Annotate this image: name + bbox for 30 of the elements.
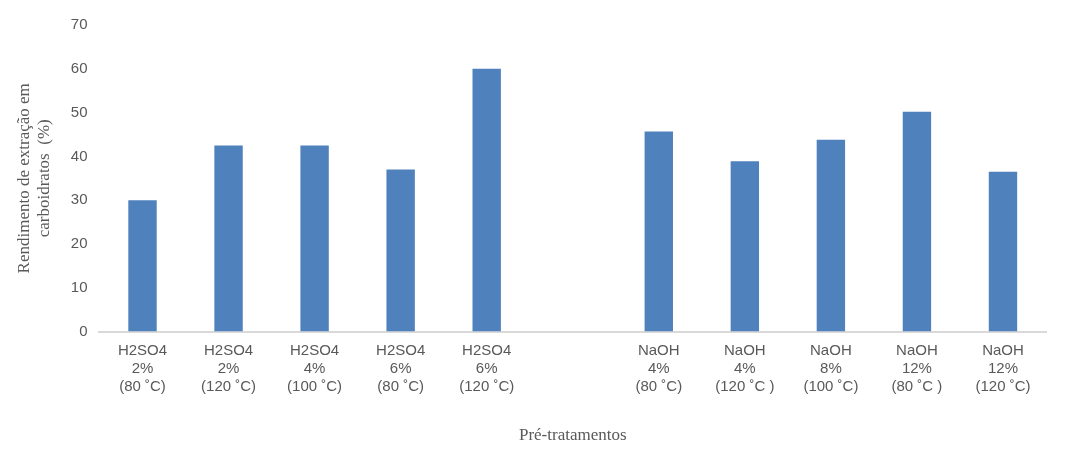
- x-tick-label: NaOH 4% (120 ˚C ): [715, 340, 775, 394]
- y-tick-label: 60: [70, 58, 88, 76]
- bar: [300, 145, 329, 332]
- bar: [988, 171, 1018, 332]
- x-tick-label: NaOH 12% (80 ˚C ): [891, 340, 943, 394]
- bar: [816, 139, 846, 332]
- x-tick-label: H2SO4 4% (100 ˚C): [287, 340, 343, 394]
- y-tick-label: 50: [70, 102, 88, 120]
- x-tick-label: NaOH 12% (120 ˚C): [975, 340, 1031, 394]
- y-tick-label: 20: [70, 234, 88, 252]
- bar: [128, 200, 157, 332]
- y-tick-label: 30: [70, 190, 88, 208]
- bar: [902, 111, 932, 332]
- y-tick-label: 0: [79, 321, 88, 339]
- bar: [472, 68, 501, 332]
- x-tick-label: H2SO4 6% (80 ˚C): [376, 340, 426, 394]
- bar: [386, 169, 415, 332]
- bar: [730, 161, 760, 332]
- y-tick-label: 70: [70, 15, 88, 33]
- x-tick-label: H2SO4 6% (120 ˚C): [459, 340, 515, 394]
- x-tick-label: H2SO4 2% (80 ˚C): [117, 340, 168, 394]
- x-tick-label: NaOH 8% (100 ˚C): [803, 340, 859, 394]
- x-tick-label: H2SO4 2% (120 ˚C): [201, 340, 257, 394]
- bar: [644, 131, 673, 332]
- x-tick-label: NaOH 4% (80 ˚C): [635, 340, 683, 394]
- bar: [214, 145, 243, 332]
- y-axis-title: Rendimento de extração em carboidratos (%): [13, 83, 54, 274]
- x-axis-title: Pré-tratamentos: [518, 425, 627, 445]
- y-tick-label: 40: [70, 146, 88, 164]
- y-tick-label: 10: [70, 277, 88, 295]
